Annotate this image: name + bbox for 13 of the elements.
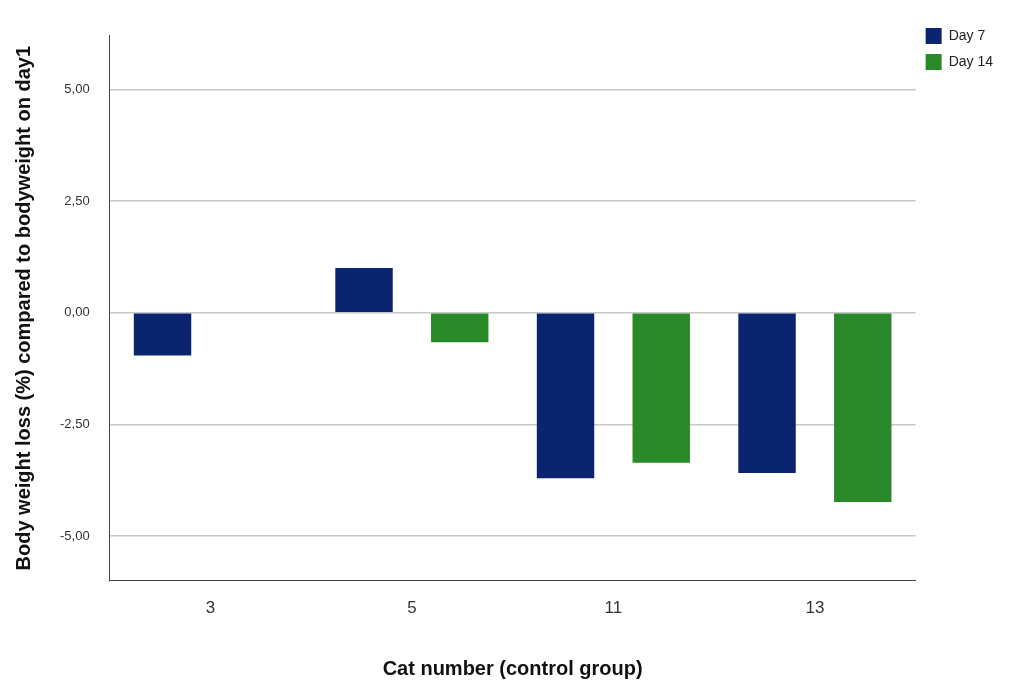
x-tick-label: 11 (604, 598, 623, 618)
y-tick-label: 2,50 (64, 192, 90, 208)
y-tick-label: 5,00 (64, 80, 90, 96)
x-tick-label: 13 (805, 598, 825, 618)
y-tick-label: -2,50 (59, 415, 90, 431)
x-tick-label: 5 (407, 598, 417, 618)
x-tick-label: 3 (205, 598, 216, 618)
y-tick-label: 0,00 (64, 304, 90, 320)
x-axis-title: Cat number (control group) (382, 656, 643, 679)
y-axis-title: Body weight loss (%) compared to bodyweight on day1 (11, 45, 34, 571)
y-tick-label: -5,00 (59, 527, 90, 543)
legend-label: Day 14 (948, 52, 994, 69)
legend-label: Day 7 (948, 26, 986, 43)
